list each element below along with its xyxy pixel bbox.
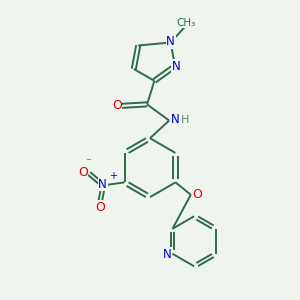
- Text: O: O: [192, 188, 202, 201]
- Text: N: N: [171, 112, 180, 126]
- Text: CH₃: CH₃: [176, 18, 196, 28]
- Text: ⁻: ⁻: [85, 158, 91, 168]
- Text: O: O: [78, 166, 88, 178]
- Text: N: N: [98, 178, 107, 191]
- Text: N: N: [166, 35, 175, 48]
- Text: O: O: [112, 99, 122, 112]
- Text: H: H: [181, 115, 190, 125]
- Text: N: N: [163, 248, 172, 261]
- Text: +: +: [109, 171, 117, 181]
- Text: N: N: [172, 60, 181, 73]
- Text: O: O: [95, 201, 105, 214]
